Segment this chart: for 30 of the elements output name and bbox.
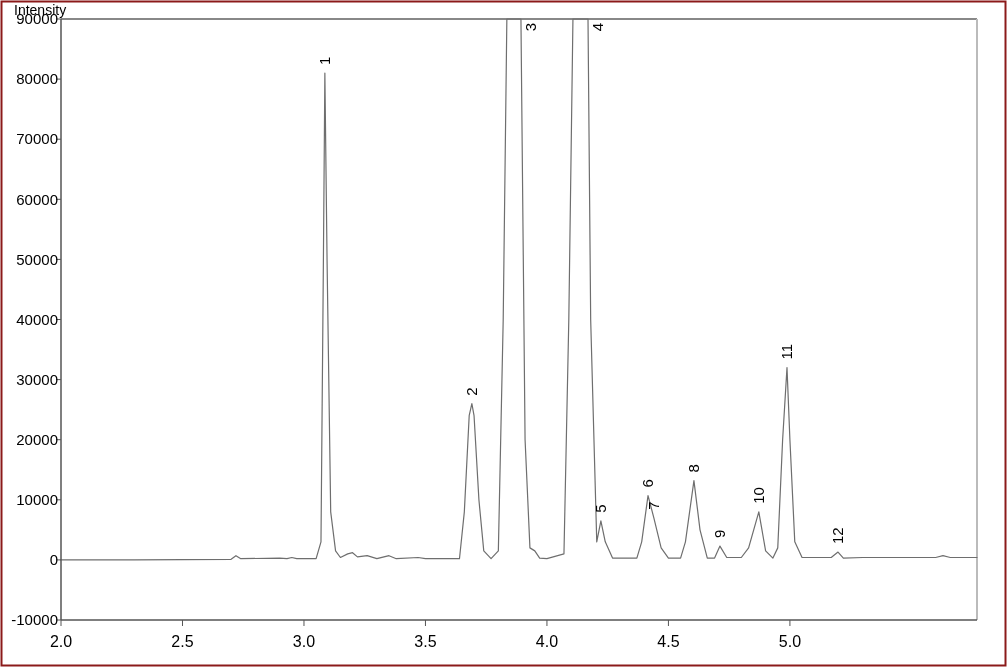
y-tick-label: 30000 [16, 370, 58, 388]
annotation: 12 [829, 527, 847, 545]
annotation: 2 [463, 387, 481, 396]
y-tick-label: 50000 [16, 250, 58, 268]
annotation: 1 [316, 56, 334, 66]
y-tick-label: 70000 [16, 130, 58, 148]
y-tick-label: 40000 [16, 310, 58, 328]
x-tick-label: 4.5 [657, 633, 680, 650]
y-tick-label: -10000 [11, 611, 58, 629]
x-tick-label: 5.0 [778, 633, 802, 650]
annotation: 8 [685, 464, 703, 473]
annotation: 3 [522, 23, 540, 32]
y-tick-label: 60000 [16, 190, 58, 208]
annotation: 7 [645, 501, 663, 510]
annotation: 9 [711, 529, 729, 539]
x-tick-label: 2.5 [171, 633, 194, 650]
y-tick-label: 0 [49, 551, 58, 569]
line-series [60, 18, 978, 561]
annotation: 4 [589, 23, 607, 32]
annotation: 11 [778, 344, 796, 360]
annotation: 5 [592, 504, 610, 513]
y-tick-label: 10000 [16, 491, 58, 509]
annotation: 6 [639, 479, 657, 488]
x-tick-label: 3.0 [292, 633, 316, 650]
y-tick-label: 20000 [16, 430, 58, 448]
annotation: 10 [750, 487, 768, 504]
x-tick-label: 4.0 [535, 633, 559, 650]
y-tick-label: 80000 [16, 70, 58, 88]
x-tick-label: 2.0 [49, 633, 73, 650]
x-tick-label: 3.5 [414, 633, 437, 650]
